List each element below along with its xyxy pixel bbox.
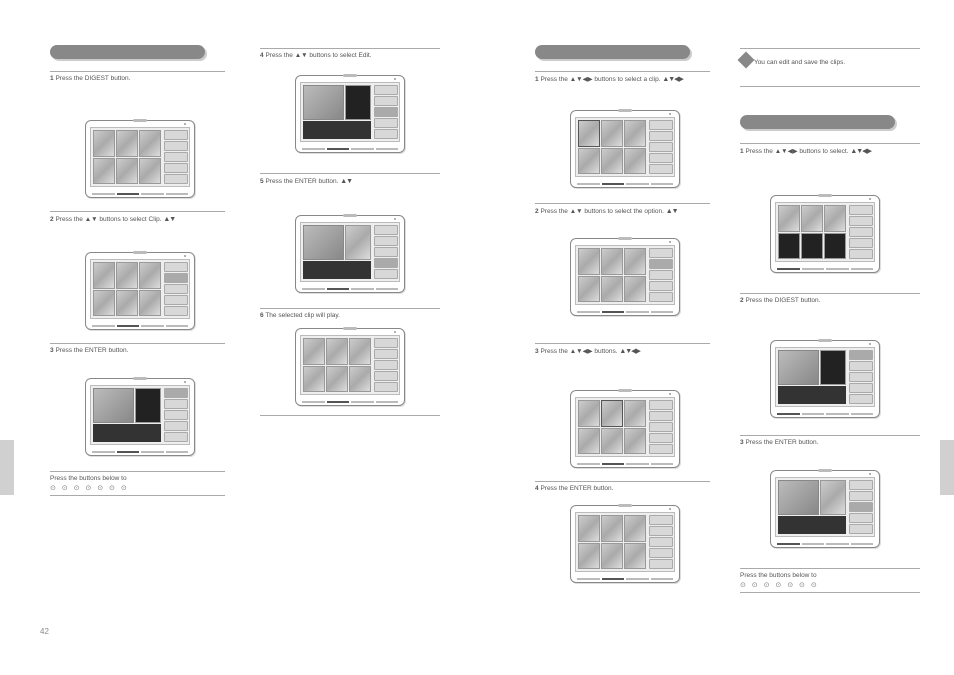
left-col-b: 4 Press the ▲▼ buttons to select Edit. — [260, 45, 440, 61]
screenshot-r1 — [570, 110, 680, 188]
arrow-updown-icon: ▲▼ — [666, 208, 678, 215]
step-1: 1 Press the DIGEST button. — [50, 75, 225, 84]
section-header-clip-play — [50, 45, 205, 59]
left-page: 1 Press the DIGEST button. 2 Press the ▲… — [40, 20, 475, 640]
button-icons-row: ⊙ ⊙ ⊙ ⊙ ⊙ ⊙ ⊙ — [50, 484, 225, 492]
footer-note: Press the buttons below to — [50, 475, 225, 484]
screenshot-rb1 — [770, 195, 880, 273]
divider — [50, 71, 225, 72]
screenshot-6 — [295, 328, 405, 406]
screenshot-r4 — [570, 505, 680, 583]
screenshot-r3 — [570, 390, 680, 468]
screenshot-4 — [295, 75, 405, 153]
arrow-udlr-icon: ▲▼◀▶ — [850, 148, 871, 155]
left-page-edge — [0, 440, 14, 495]
note-icon — [738, 52, 755, 69]
screenshot-r2 — [570, 238, 680, 316]
step-2: 2 Press the ▲▼ buttons to select Clip. ▲… — [50, 215, 225, 225]
arrow-updown-icon: ▲▼ — [340, 178, 352, 185]
button-icons-row: ⊙ ⊙ ⊙ ⊙ ⊙ ⊙ ⊙ — [740, 581, 920, 589]
screenshot-2 — [85, 252, 195, 330]
step-3: 3 Press the ENTER button. — [50, 347, 225, 356]
left-col-a: 1 Press the DIGEST button. — [50, 68, 225, 84]
arrow-udlr-icon: ▲▼◀▶ — [619, 348, 640, 355]
right-col-a: 1 Press the ▲▼◀▶ buttons to select a cli… — [535, 68, 710, 85]
footer-note: Press the buttons below to — [740, 572, 920, 581]
section-header-album-play — [740, 115, 895, 129]
screenshot-rb2 — [770, 340, 880, 418]
arrow-updown-icon: ▲▼ — [163, 216, 175, 223]
step-num: 1 — [50, 75, 54, 82]
screenshot-rb3 — [770, 470, 880, 548]
right-col-b: You can edit and save the clips. — [740, 45, 920, 90]
page-number: 42 — [40, 627, 49, 636]
screenshot-1 — [85, 120, 195, 198]
arrow-udlr-icon: ▲▼◀▶ — [662, 76, 683, 83]
screenshot-3 — [85, 378, 195, 456]
screenshot-5 — [295, 215, 405, 293]
right-page: 1 Press the ▲▼◀▶ buttons to select a cli… — [535, 20, 954, 640]
note-text: You can edit and save the clips. — [754, 59, 845, 66]
section-header-edit-clip — [535, 45, 690, 59]
step-body: Press the DIGEST button. — [55, 75, 130, 82]
